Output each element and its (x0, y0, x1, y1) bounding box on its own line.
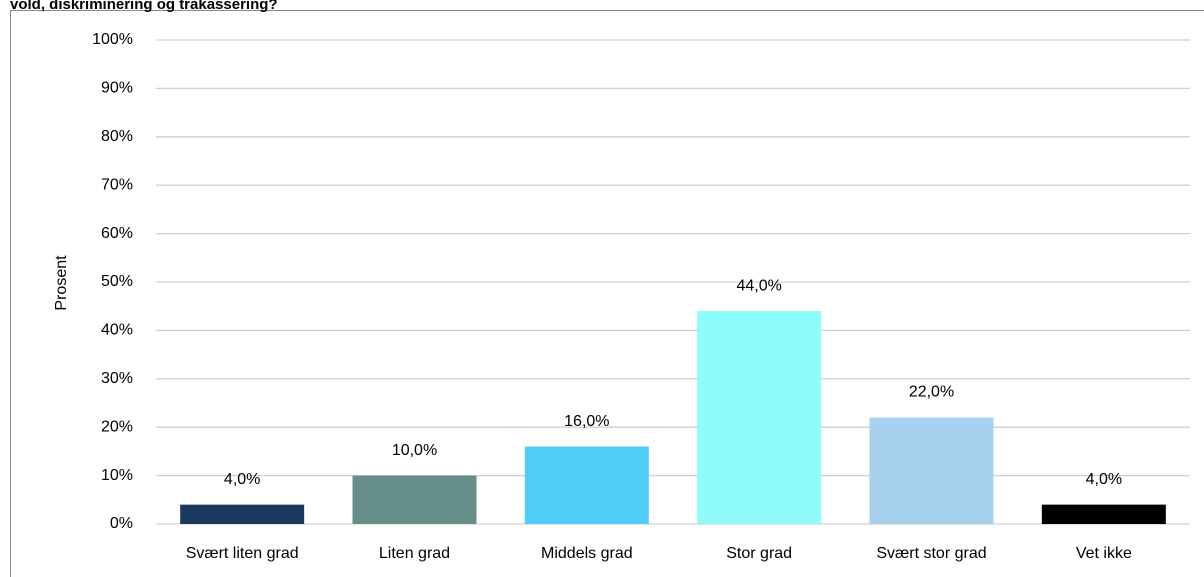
data-label: 16,0% (564, 413, 609, 430)
y-tick-label: 100% (92, 31, 133, 48)
y-tick-label: 50% (101, 273, 133, 290)
y-tick-label: 20% (101, 418, 133, 435)
data-label: 10,0% (392, 442, 437, 459)
data-label: 44,0% (736, 277, 781, 294)
bar (352, 475, 477, 524)
bar (1041, 504, 1166, 524)
y-axis-label: Prosent (53, 255, 70, 311)
chart-title: vold, diskriminering og trakassering? (10, 0, 278, 13)
x-tick-label: Svært liten grad (186, 545, 299, 562)
data-label: 4,0% (224, 471, 260, 488)
y-tick-label: 80% (101, 128, 133, 145)
data-label: 4,0% (1086, 471, 1122, 488)
x-tick-label: Stor grad (726, 545, 792, 562)
y-tick-label: 0% (110, 515, 133, 532)
bar (180, 504, 305, 524)
x-tick-label: Liten grad (379, 545, 450, 562)
data-label: 22,0% (909, 384, 954, 401)
x-tick-label: Vet ikke (1076, 545, 1132, 562)
y-tick-label: 40% (101, 322, 133, 339)
x-tick-label: Middels grad (541, 545, 633, 562)
y-tick-label: 90% (101, 80, 133, 97)
bar (524, 446, 649, 524)
y-tick-label: 10% (101, 467, 133, 484)
y-tick-label: 70% (101, 176, 133, 193)
chart-frame (10, 10, 1204, 577)
bar (697, 311, 822, 524)
bar (869, 417, 994, 524)
y-tick-label: 30% (101, 370, 133, 387)
y-tick-label: 60% (101, 225, 133, 242)
x-tick-label: Svært stor grad (876, 545, 986, 562)
